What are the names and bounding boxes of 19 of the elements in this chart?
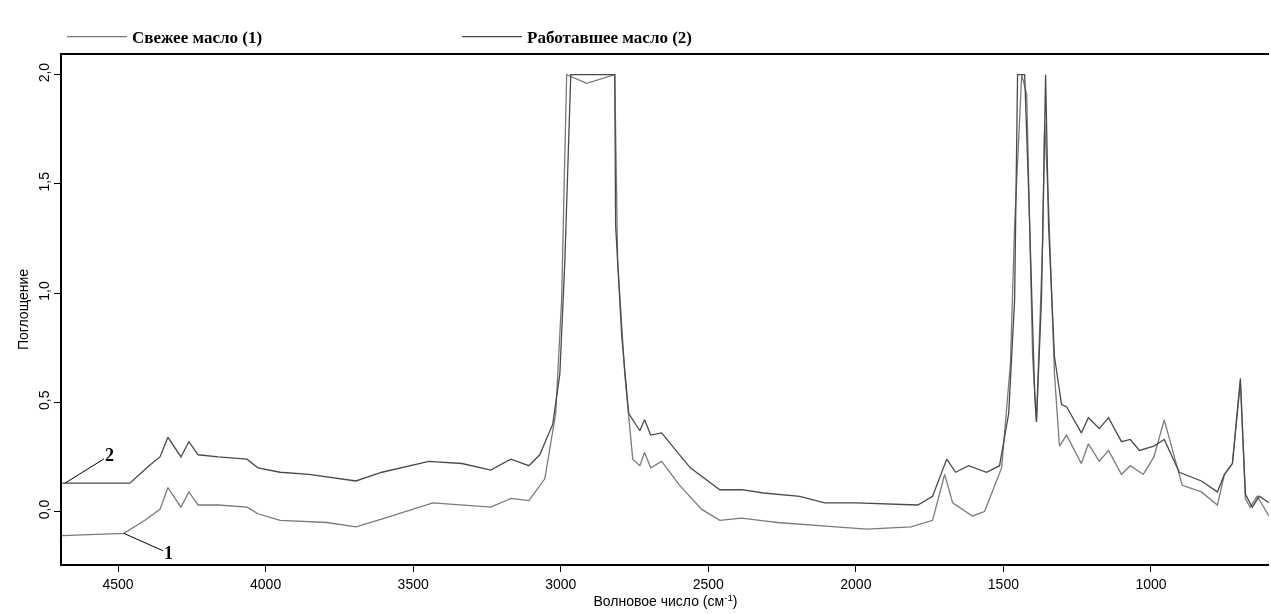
x-tick-label: 1500 bbox=[987, 575, 1020, 592]
y-tick-label: 0,0 bbox=[35, 499, 52, 520]
y-tick-label: 1,5 bbox=[35, 171, 52, 192]
legend-label: Работавшее масло (2) bbox=[527, 28, 692, 48]
x-tick-label: 3000 bbox=[545, 575, 577, 592]
y-tick-label: 0,5 bbox=[35, 390, 52, 410]
y-tick-label: 2,0 bbox=[35, 62, 52, 83]
y-axis-title: Поглощение bbox=[14, 268, 31, 351]
legend-label: Свежее масло (1) bbox=[132, 28, 263, 48]
x-tick-label: 2000 bbox=[840, 575, 872, 592]
annotation: 2 bbox=[105, 445, 114, 465]
y-tick-label: 1,0 bbox=[35, 281, 52, 301]
annotation: 1 bbox=[164, 543, 173, 563]
x-tick-label: 4500 bbox=[102, 575, 134, 592]
x-tick-label: 1000 bbox=[1135, 575, 1167, 592]
x-tick-label: 4000 bbox=[250, 575, 282, 592]
x-tick-label: 2500 bbox=[692, 575, 725, 592]
x-tick-label: 3500 bbox=[397, 575, 429, 592]
x-axis-title: Волновое число (см$^{-1}$) bbox=[593, 591, 738, 610]
